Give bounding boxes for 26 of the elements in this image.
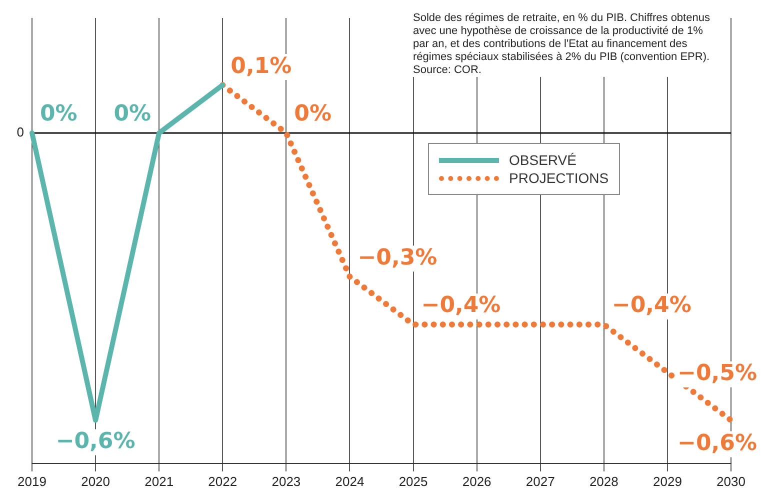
x-tick-label: 2027: [526, 474, 555, 489]
data-label: −0,4%: [612, 293, 692, 318]
text: 0: [16, 124, 24, 140]
x-tick-label: 2021: [144, 474, 174, 489]
x-tick-label: 2025: [398, 474, 428, 489]
legend-label: PROJECTIONS: [509, 170, 609, 186]
data-label: −0,3%: [358, 245, 438, 270]
data-label: −0,6%: [56, 429, 136, 454]
data-label: 0,1%: [230, 54, 292, 79]
x-tick-label: 2026: [462, 474, 492, 489]
x-tick-label: 2023: [272, 474, 301, 489]
x-tick-label: 2030: [716, 474, 746, 489]
x-tick-label: 2028: [589, 474, 618, 489]
annotation: Solde des régimes de retraite, en % du PIB. Chiffres obtenus avec une hypothèse de croissance de la productivité de 1% par an, et des contributions de l'Etat au financement des régimes spéciaux stabilisées à 2% du PIB (convention EPR). Source: COR.: [413, 12, 713, 77]
x-tick-label: 2029: [652, 474, 682, 489]
data-label: 0%: [40, 102, 78, 127]
x-tick-label: 2022: [208, 474, 238, 489]
data-label: 0%: [114, 102, 152, 127]
data-label: 0%: [294, 102, 332, 127]
data-label: −0,6%: [678, 431, 758, 456]
data-label: −0,5%: [678, 361, 758, 386]
x-tick-label: 2020: [81, 474, 110, 489]
legend-label: OBSERVÉ: [509, 152, 576, 168]
data-label: −0,4%: [421, 293, 501, 318]
x-tick-label: 2024: [335, 474, 364, 489]
x-tick-label: 2019: [18, 474, 46, 489]
